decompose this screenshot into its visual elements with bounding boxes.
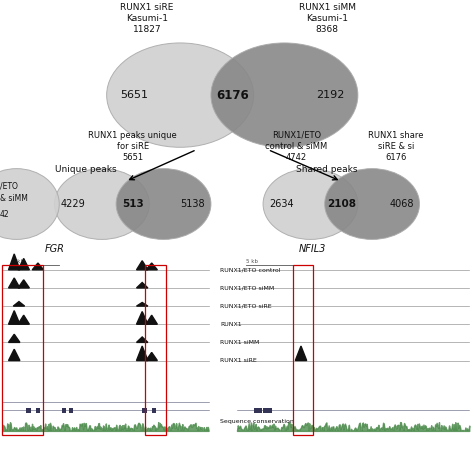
Text: 5 kb: 5 kb <box>12 259 24 264</box>
Ellipse shape <box>211 43 358 147</box>
Text: 2108: 2108 <box>327 199 356 209</box>
Text: 513: 513 <box>122 199 144 209</box>
Polygon shape <box>9 349 20 361</box>
Ellipse shape <box>116 169 211 239</box>
Bar <box>62 408 66 413</box>
Polygon shape <box>18 315 29 324</box>
Text: RUNX1/ETO siRE: RUNX1/ETO siRE <box>220 304 272 309</box>
Bar <box>26 408 31 413</box>
Text: Shared peaks: Shared peaks <box>296 164 358 173</box>
Polygon shape <box>137 337 148 342</box>
Text: FGR: FGR <box>45 244 64 254</box>
Text: NFIL3: NFIL3 <box>299 244 327 254</box>
Polygon shape <box>9 310 20 324</box>
Text: 5 kb: 5 kb <box>246 259 258 264</box>
Polygon shape <box>137 346 148 361</box>
Bar <box>263 408 272 413</box>
Polygon shape <box>137 283 148 288</box>
Ellipse shape <box>325 169 419 239</box>
Text: RUNX1 peaks unique
for siRE
5651: RUNX1 peaks unique for siRE 5651 <box>88 131 177 162</box>
Text: Unique peaks: Unique peaks <box>55 164 116 173</box>
Text: 42: 42 <box>0 210 9 219</box>
Polygon shape <box>32 263 44 270</box>
Text: 5651: 5651 <box>120 90 148 100</box>
Text: Sequence conservation: Sequence conservation <box>220 419 294 424</box>
Bar <box>254 408 262 413</box>
Bar <box>69 408 73 413</box>
Polygon shape <box>13 301 25 306</box>
Text: 4229: 4229 <box>60 199 85 209</box>
Text: 4068: 4068 <box>389 199 414 209</box>
Text: 5138: 5138 <box>181 199 205 209</box>
Polygon shape <box>137 261 148 270</box>
Text: RUNX1 siRE
Kasumi-1
11827: RUNX1 siRE Kasumi-1 11827 <box>120 3 173 34</box>
Bar <box>152 408 156 413</box>
Ellipse shape <box>263 169 358 239</box>
Polygon shape <box>295 346 307 361</box>
Polygon shape <box>146 352 157 361</box>
Polygon shape <box>18 258 29 270</box>
Text: RUNX1 share
siRE & si
6176: RUNX1 share siRE & si 6176 <box>368 131 424 162</box>
Polygon shape <box>9 254 20 270</box>
Text: RUNX1 siRE: RUNX1 siRE <box>220 358 257 363</box>
Text: & siMM: & siMM <box>0 194 28 203</box>
Text: RUNX1/ETO siMM: RUNX1/ETO siMM <box>220 285 274 291</box>
Text: RUNX1/ETO
control & siMM
4742: RUNX1/ETO control & siMM 4742 <box>265 131 328 162</box>
Text: RUNX1 siMM
Kasumi-1
8368: RUNX1 siMM Kasumi-1 8368 <box>299 3 356 34</box>
Text: RUNX1: RUNX1 <box>220 322 242 327</box>
Bar <box>293 265 313 435</box>
Bar <box>2 265 43 435</box>
Polygon shape <box>137 311 148 324</box>
Bar <box>145 265 166 435</box>
Bar <box>142 408 147 413</box>
Polygon shape <box>146 315 157 324</box>
Text: RUNX1 siMM: RUNX1 siMM <box>220 340 260 345</box>
Text: 2634: 2634 <box>269 199 293 209</box>
Polygon shape <box>9 334 20 342</box>
Polygon shape <box>18 280 29 288</box>
Text: 2192: 2192 <box>316 90 344 100</box>
Polygon shape <box>146 263 157 270</box>
Ellipse shape <box>107 43 254 147</box>
Bar <box>36 408 40 413</box>
Ellipse shape <box>0 169 59 239</box>
Polygon shape <box>9 278 20 288</box>
Polygon shape <box>137 302 148 306</box>
Text: RUNX1/ETO control: RUNX1/ETO control <box>220 267 281 272</box>
Text: 6176: 6176 <box>216 89 249 101</box>
Text: /ETO: /ETO <box>0 182 18 191</box>
Ellipse shape <box>55 169 149 239</box>
